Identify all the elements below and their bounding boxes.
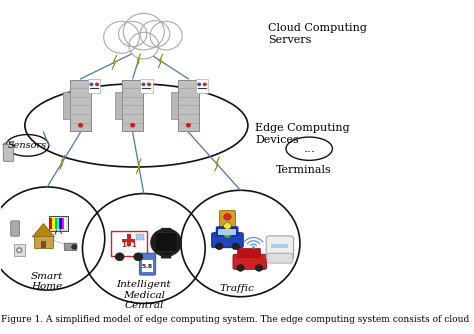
Circle shape: [78, 123, 83, 128]
Circle shape: [130, 123, 135, 128]
Circle shape: [224, 222, 231, 229]
Circle shape: [224, 213, 231, 220]
FancyBboxPatch shape: [64, 243, 77, 250]
Circle shape: [152, 229, 180, 255]
FancyBboxPatch shape: [14, 244, 25, 256]
Circle shape: [197, 82, 201, 86]
FancyBboxPatch shape: [267, 253, 293, 263]
Bar: [41, 241, 46, 248]
Polygon shape: [112, 55, 117, 70]
Circle shape: [203, 82, 207, 86]
FancyBboxPatch shape: [161, 228, 171, 233]
FancyBboxPatch shape: [233, 254, 266, 269]
Circle shape: [104, 21, 139, 53]
Circle shape: [72, 244, 77, 249]
Polygon shape: [60, 155, 64, 170]
FancyBboxPatch shape: [88, 79, 100, 93]
FancyBboxPatch shape: [110, 231, 147, 256]
FancyBboxPatch shape: [161, 253, 171, 259]
Circle shape: [89, 82, 93, 86]
Circle shape: [252, 246, 255, 249]
Circle shape: [129, 32, 159, 59]
Polygon shape: [137, 159, 141, 173]
FancyBboxPatch shape: [107, 41, 177, 50]
Text: ...: ...: [303, 142, 315, 155]
Polygon shape: [32, 223, 55, 237]
FancyBboxPatch shape: [237, 248, 261, 258]
FancyBboxPatch shape: [140, 79, 153, 93]
Bar: [55, 218, 57, 229]
Circle shape: [216, 243, 223, 249]
FancyBboxPatch shape: [115, 92, 122, 119]
FancyBboxPatch shape: [122, 80, 143, 131]
Circle shape: [118, 21, 147, 47]
Circle shape: [123, 13, 164, 50]
Circle shape: [140, 21, 170, 47]
Text: Cloud Computing
Servers: Cloud Computing Servers: [268, 23, 367, 45]
Bar: [136, 233, 145, 239]
Text: Terminals: Terminals: [276, 165, 331, 175]
FancyBboxPatch shape: [139, 253, 155, 275]
Text: Figure 1. A simplified model of edge computing system. The edge computing system: Figure 1. A simplified model of edge com…: [0, 315, 469, 324]
Bar: [271, 244, 288, 248]
FancyBboxPatch shape: [3, 144, 14, 161]
FancyBboxPatch shape: [11, 221, 19, 236]
Circle shape: [186, 123, 191, 128]
FancyBboxPatch shape: [71, 80, 91, 131]
Circle shape: [150, 21, 182, 50]
Circle shape: [237, 265, 244, 271]
FancyBboxPatch shape: [211, 233, 243, 247]
FancyBboxPatch shape: [34, 236, 53, 248]
Bar: [127, 234, 131, 246]
Polygon shape: [215, 157, 219, 171]
Bar: [50, 218, 53, 229]
FancyBboxPatch shape: [49, 216, 68, 231]
Text: Edge Computing
Devices: Edge Computing Devices: [255, 123, 350, 145]
Circle shape: [147, 82, 151, 86]
FancyBboxPatch shape: [218, 229, 236, 235]
FancyBboxPatch shape: [266, 236, 293, 260]
FancyBboxPatch shape: [142, 261, 153, 272]
FancyBboxPatch shape: [155, 232, 177, 252]
Polygon shape: [136, 53, 141, 68]
Bar: [53, 218, 55, 229]
Text: Sensors: Sensors: [8, 141, 47, 150]
Text: Intelligent
Medical
Central: Intelligent Medical Central: [117, 280, 171, 310]
FancyBboxPatch shape: [171, 92, 178, 119]
Polygon shape: [158, 53, 163, 68]
Bar: [62, 218, 64, 229]
Bar: [57, 218, 59, 229]
Circle shape: [95, 82, 99, 86]
Text: 5.8: 5.8: [142, 264, 153, 269]
Circle shape: [224, 231, 231, 238]
FancyBboxPatch shape: [178, 80, 199, 131]
FancyBboxPatch shape: [63, 92, 71, 119]
Text: Smart
Home: Smart Home: [31, 272, 64, 292]
Circle shape: [115, 253, 124, 261]
FancyBboxPatch shape: [219, 210, 236, 240]
Bar: [59, 218, 62, 229]
Circle shape: [232, 243, 239, 249]
Circle shape: [134, 253, 143, 261]
FancyBboxPatch shape: [196, 79, 208, 93]
Circle shape: [141, 82, 146, 86]
Text: Traffic: Traffic: [219, 284, 254, 293]
FancyBboxPatch shape: [216, 227, 238, 236]
Bar: [122, 238, 136, 242]
Circle shape: [255, 265, 263, 271]
Text: 1+1: 1+1: [121, 242, 137, 248]
Bar: [64, 218, 66, 229]
